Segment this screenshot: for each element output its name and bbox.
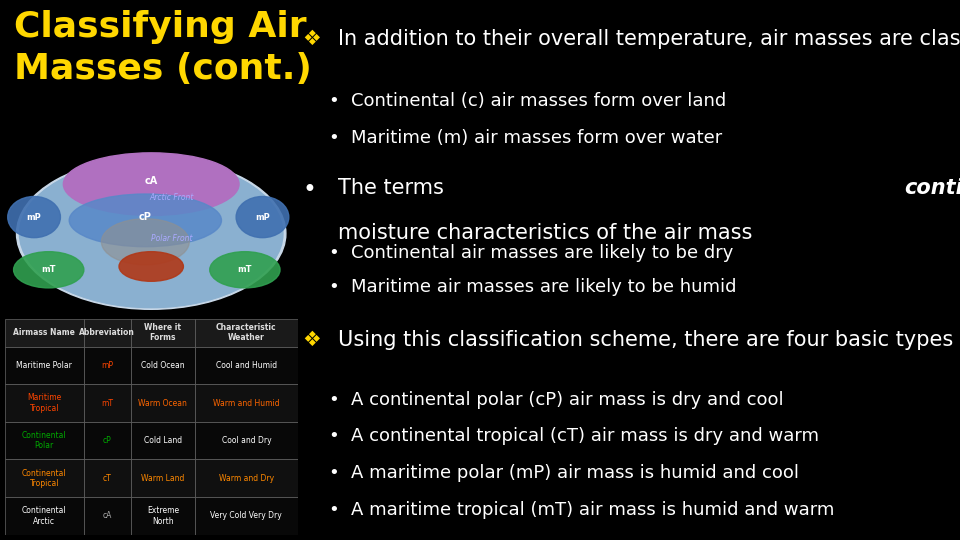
Text: Continental air masses are likely to be dry: Continental air masses are likely to be … <box>351 244 733 262</box>
Text: A continental polar (cP) air mass is dry and cool: A continental polar (cP) air mass is dry… <box>351 390 784 409</box>
Bar <box>84 460 131 497</box>
Text: Warm and Dry: Warm and Dry <box>219 474 274 483</box>
Text: •: • <box>328 501 339 518</box>
Bar <box>195 319 298 347</box>
Text: •: • <box>328 129 339 147</box>
Ellipse shape <box>63 153 239 215</box>
Bar <box>131 347 195 384</box>
Text: A maritime tropical (mT) air mass is humid and warm: A maritime tropical (mT) air mass is hum… <box>351 501 834 518</box>
Bar <box>131 460 195 497</box>
Text: Using this classification scheme, there are four basic types of air masses: Using this classification scheme, there … <box>338 330 960 350</box>
Text: mT: mT <box>41 265 56 274</box>
Text: •: • <box>328 464 339 482</box>
Text: Abbreviation: Abbreviation <box>80 328 135 337</box>
Bar <box>5 384 84 422</box>
Text: Characteristic
Weather: Characteristic Weather <box>216 323 276 342</box>
Text: cA: cA <box>145 176 157 186</box>
Text: Cold Ocean: Cold Ocean <box>141 361 184 370</box>
Ellipse shape <box>13 252 84 288</box>
Text: Warm and Humid: Warm and Humid <box>213 399 279 408</box>
Text: Arctic Front: Arctic Front <box>150 193 194 202</box>
Text: cT: cT <box>103 474 111 483</box>
Bar <box>195 422 298 460</box>
Text: cA: cA <box>103 511 112 521</box>
Bar <box>195 460 298 497</box>
Text: Continental (c) air masses form over land: Continental (c) air masses form over lan… <box>351 92 727 110</box>
Bar <box>84 384 131 422</box>
Text: mT: mT <box>238 265 252 274</box>
Text: •: • <box>328 390 339 409</box>
Bar <box>131 319 195 347</box>
Ellipse shape <box>19 159 283 308</box>
Bar <box>195 347 298 384</box>
Text: Continental
Arctic: Continental Arctic <box>22 506 66 525</box>
Text: •: • <box>328 278 339 296</box>
Text: ❖: ❖ <box>302 29 322 49</box>
Bar <box>5 422 84 460</box>
Ellipse shape <box>8 197 60 238</box>
Text: Continental
Polar: Continental Polar <box>22 431 66 450</box>
Ellipse shape <box>16 158 286 309</box>
Text: •: • <box>328 427 339 445</box>
Text: moisture characteristics of the air mass: moisture characteristics of the air mass <box>338 223 753 243</box>
Text: •: • <box>328 92 339 110</box>
Text: Warm Land: Warm Land <box>141 474 184 483</box>
Bar <box>84 319 131 347</box>
Bar <box>5 319 84 347</box>
Text: mT: mT <box>102 399 113 408</box>
Text: Where it
Forms: Where it Forms <box>144 323 181 342</box>
Text: Cool and Dry: Cool and Dry <box>222 436 271 445</box>
Text: cP: cP <box>139 212 152 222</box>
Bar <box>84 422 131 460</box>
Bar <box>5 497 84 535</box>
Text: Extreme
North: Extreme North <box>147 506 179 525</box>
Text: Polar Front: Polar Front <box>151 234 192 243</box>
Text: Very Cold Very Dry: Very Cold Very Dry <box>210 511 282 521</box>
Bar <box>5 460 84 497</box>
Text: A continental tropical (cT) air mass is dry and warm: A continental tropical (cT) air mass is … <box>351 427 819 445</box>
Ellipse shape <box>119 252 183 281</box>
Bar <box>195 497 298 535</box>
Text: •: • <box>328 244 339 262</box>
Text: Maritime air masses are likely to be humid: Maritime air masses are likely to be hum… <box>351 278 736 296</box>
Text: continental: continental <box>904 178 960 198</box>
Text: A maritime polar (mP) air mass is humid and cool: A maritime polar (mP) air mass is humid … <box>351 464 800 482</box>
Bar <box>195 384 298 422</box>
Text: Cool and Humid: Cool and Humid <box>216 361 276 370</box>
Text: Maritime
Tropical: Maritime Tropical <box>27 393 61 413</box>
Ellipse shape <box>102 219 189 265</box>
Text: Airmass Name: Airmass Name <box>13 328 75 337</box>
Text: In addition to their overall temperature, air masses are classified according to: In addition to their overall temperature… <box>338 29 960 49</box>
Text: Continental
Tropical: Continental Tropical <box>22 469 66 488</box>
Text: mP: mP <box>102 361 113 370</box>
Text: The terms: The terms <box>338 178 450 198</box>
Ellipse shape <box>236 197 289 238</box>
Text: cP: cP <box>103 436 111 445</box>
Text: Maritime Polar: Maritime Polar <box>16 361 72 370</box>
Bar <box>84 497 131 535</box>
Bar <box>131 384 195 422</box>
Bar <box>131 497 195 535</box>
Text: Maritime (m) air masses form over water: Maritime (m) air masses form over water <box>351 129 723 147</box>
Text: Cold Land: Cold Land <box>144 436 182 445</box>
Text: ❖: ❖ <box>302 330 322 350</box>
Bar <box>84 347 131 384</box>
Bar <box>131 422 195 460</box>
Ellipse shape <box>69 194 222 247</box>
Bar <box>5 347 84 384</box>
Text: •: • <box>302 178 316 202</box>
Text: mP: mP <box>27 213 41 221</box>
Text: Classifying Air
Masses (cont.): Classifying Air Masses (cont.) <box>13 10 311 86</box>
Ellipse shape <box>209 252 280 288</box>
Text: mP: mP <box>255 213 270 221</box>
Text: Warm Ocean: Warm Ocean <box>138 399 187 408</box>
